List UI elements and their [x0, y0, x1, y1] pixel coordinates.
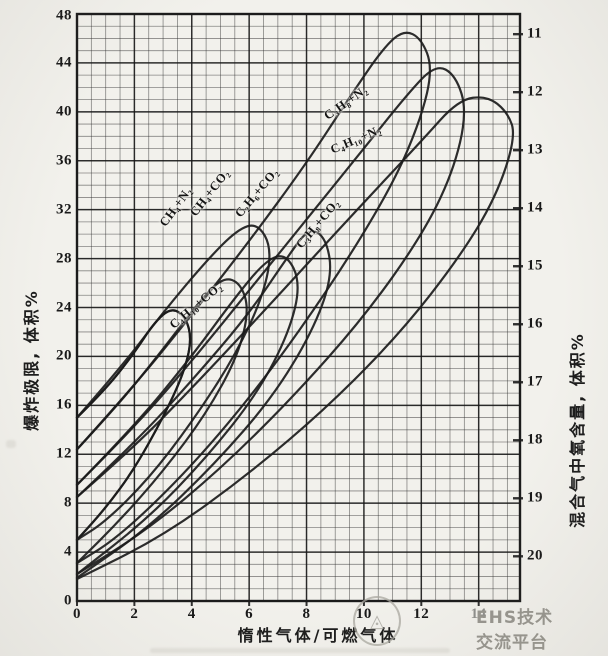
x-axis-tick-label: 6	[245, 606, 254, 622]
x-axis-tick-label: 8	[302, 606, 311, 622]
plot-frame	[75, 12, 522, 603]
left-axis-tick-label: 16	[56, 396, 72, 413]
left-axis-tick-label: 24	[56, 299, 72, 315]
curve-C₃H₈+N₂	[75, 67, 466, 576]
right-axis-tick-label: 13	[527, 141, 543, 158]
curve-C₄H₁₀+N₂	[75, 96, 515, 581]
left-axis-tick-label: 8	[64, 494, 72, 511]
left-axis-tick-label: 12	[56, 445, 72, 462]
right-axis-tick-label: 19	[527, 489, 543, 506]
left-axis-tick-label: 20	[56, 347, 72, 364]
x-axis-tick-label: 0	[73, 606, 81, 622]
curve-C₂H₆+N₂	[75, 31, 432, 565]
curve-C₃H₈+CO₂	[75, 255, 299, 576]
x-axis-tick-label: 4	[187, 606, 196, 622]
left-axis-tick-label: 40	[56, 103, 72, 120]
right-axis-tick-label: 11	[527, 25, 543, 42]
x-axis-tick-label: 14	[470, 606, 487, 622]
left-axis-tick-label: 48	[56, 7, 72, 24]
right-axis-tick-label: 15	[527, 257, 543, 274]
right-axis-tick-label: 12	[527, 83, 543, 100]
right-axis-tick-label: 14	[527, 199, 543, 216]
right-axis-title: 混合气中氧含量, 体积%	[568, 332, 587, 528]
right-axis-tick-label: 18	[527, 431, 543, 448]
left-axis-tick-label: 32	[56, 201, 72, 218]
left-axis-tick-label: 36	[56, 152, 72, 169]
x-axis-tick-label: 12	[413, 606, 430, 622]
curve-CH₄+N₂	[75, 224, 271, 541]
scan-smudge	[6, 440, 16, 448]
right-axis-tick-label: 20	[527, 547, 543, 564]
watermark-logo-icon: ◬	[353, 596, 401, 646]
left-axis-tick-label: 28	[56, 250, 72, 267]
right-axis-tick-label: 16	[527, 315, 543, 332]
left-axis-tick-label: 44	[56, 54, 72, 71]
left-axis-title: 爆炸极限, 体积%	[22, 289, 41, 431]
scan-smudge-bottom	[150, 648, 450, 653]
curve-CH₄+CO₂	[75, 309, 192, 541]
left-axis-tick-label: 4	[64, 543, 72, 560]
right-axis-tick-label: 17	[527, 373, 543, 390]
left-axis-tick-label: 0	[64, 592, 72, 609]
x-axis-tick-label: 2	[130, 606, 139, 622]
watermark-text: EHS技术交流平台	[476, 608, 554, 653]
